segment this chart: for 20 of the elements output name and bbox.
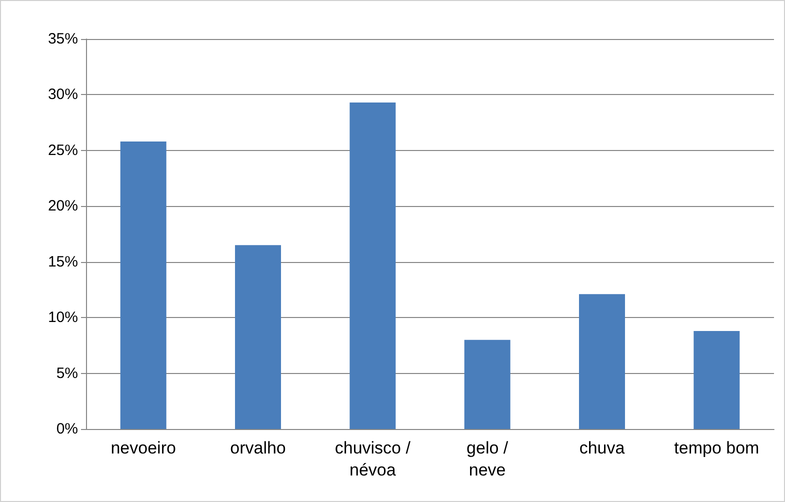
bar xyxy=(464,340,510,429)
bar xyxy=(350,102,396,429)
y-tick-label: 20% xyxy=(48,198,78,215)
bar xyxy=(235,245,281,429)
y-tick-label: 30% xyxy=(48,86,78,104)
y-tick-label: 10% xyxy=(48,309,78,326)
bar xyxy=(579,294,625,429)
y-tick-label: 0% xyxy=(56,420,78,438)
y-tick-label: 15% xyxy=(48,253,78,270)
y-tick-label: 5% xyxy=(56,364,78,382)
x-tick-label: chuva xyxy=(579,438,626,458)
x-tick-label: orvalho xyxy=(230,438,286,458)
x-tick-label: tempo bom xyxy=(674,438,760,458)
x-tick-label: nevoeiro xyxy=(110,438,176,458)
y-tick-label: 35% xyxy=(48,30,78,48)
bar xyxy=(694,330,740,429)
x-tick-label: chuvisco / névoa xyxy=(334,438,411,480)
y-tick-label: 25% xyxy=(48,142,78,159)
x-tick-label: gelo / neve xyxy=(466,438,508,480)
bar xyxy=(120,142,166,429)
